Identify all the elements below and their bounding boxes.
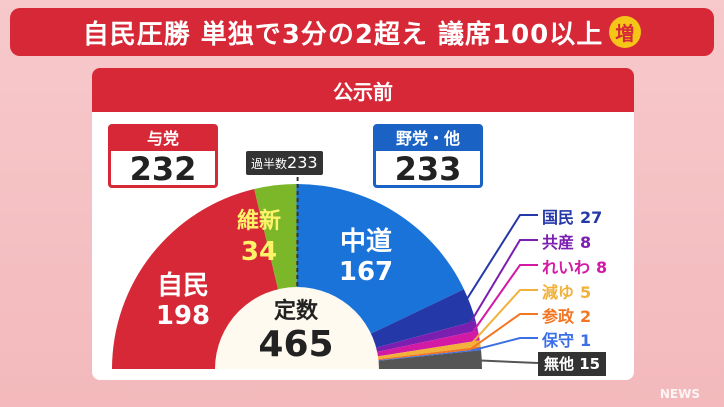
opposition-box: 野党・他 233 xyxy=(373,124,483,188)
legend-item-name: 減ゆ xyxy=(542,283,575,302)
legend-item-name: 参政 xyxy=(542,307,575,326)
leader-line xyxy=(471,359,539,364)
seg-label-chudo-value: 167 xyxy=(339,257,393,287)
legend-item: 共産 8 xyxy=(542,229,591,253)
leader-line xyxy=(468,264,538,338)
total-value: 465 xyxy=(258,324,333,365)
legend-item: 参政 2 xyxy=(542,303,591,327)
legend-item-value: 27 xyxy=(580,208,603,227)
seg-label-jimin-value: 198 xyxy=(156,301,210,331)
leader-line xyxy=(470,337,538,352)
ruling-coalition-box: 与党 232 xyxy=(108,124,218,188)
legend-item-value: 5 xyxy=(580,283,592,302)
headline-banner: 自民圧勝 単独で3分の2超え 議席100以上 増 xyxy=(10,8,714,56)
leader-line xyxy=(460,214,538,309)
majority-tag: 過半数233 xyxy=(246,151,323,175)
legend-item-name: 国民 xyxy=(542,208,575,227)
legend-item-value: 8 xyxy=(580,233,592,252)
legend-item-value: 8 xyxy=(596,258,608,277)
opposition-seats: 233 xyxy=(394,150,462,188)
legend-item-name: れいわ xyxy=(542,258,591,277)
legend-item-value: 2 xyxy=(580,307,592,326)
legend-item-name: 共産 xyxy=(542,233,575,252)
legend-item: れいわ 8 xyxy=(542,254,607,278)
leader-line xyxy=(469,289,538,346)
legend-other: 無他 15 xyxy=(538,352,607,376)
majority-label: 過半数 xyxy=(251,157,288,171)
news-watermark: NEWS xyxy=(659,387,700,401)
seg-label-ishin-value: 34 xyxy=(241,237,277,267)
total-label: 定数 xyxy=(274,298,319,324)
legend-item-value: 1 xyxy=(580,331,592,350)
seg-label-jimin-name: 自民 xyxy=(157,270,209,301)
ruling-label: 与党 xyxy=(111,127,215,151)
ruling-seats: 232 xyxy=(129,150,197,188)
center-semicircle xyxy=(215,287,379,369)
leader-line xyxy=(466,239,538,329)
opposition-label: 野党・他 xyxy=(376,127,480,151)
legend-other-value: 15 xyxy=(579,355,601,373)
majority-value: 233 xyxy=(287,153,318,172)
increase-badge: 増 xyxy=(609,16,642,48)
legend-item: 保守 1 xyxy=(542,327,591,351)
seg-label-chudo-name: 中道 xyxy=(340,226,392,257)
legend-item: 減ゆ 5 xyxy=(542,279,591,303)
legend-other-name: 無他 xyxy=(544,355,575,373)
seg-label-ishin-name: 維新 xyxy=(237,208,281,234)
legend-item: 国民 27 xyxy=(542,204,602,228)
section-title: 公示前 xyxy=(92,68,634,112)
headline-text: 自民圧勝 単独で3分の2超え 議席100以上 xyxy=(82,19,604,50)
legend-item-name: 保守 xyxy=(542,331,575,350)
legend-leader-lines xyxy=(460,214,539,364)
leader-line xyxy=(470,313,538,350)
